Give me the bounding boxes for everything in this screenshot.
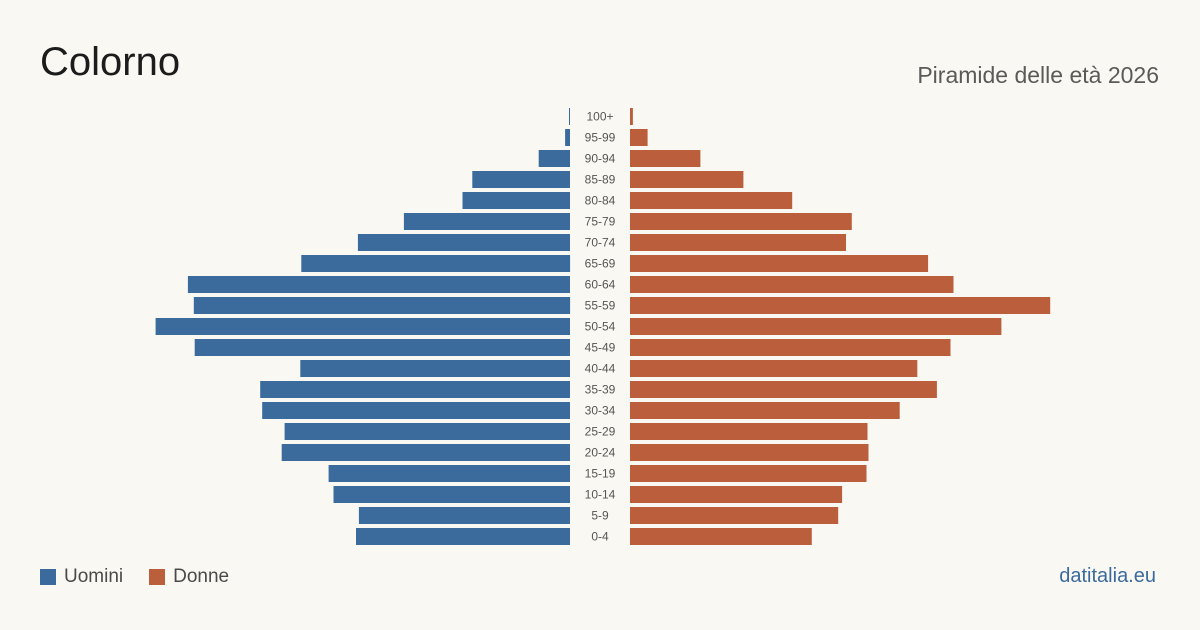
- legend-swatch-men: [40, 569, 56, 585]
- bar-women-75-79: [630, 213, 852, 230]
- age-label-0-4: 0-4: [591, 530, 609, 544]
- bar-women-85-89: [630, 171, 744, 188]
- population-pyramid-chart: 100+ 95-99 90-94 85-89 80-84 75-79 70-74 65-69 6…: [155, 108, 1051, 545]
- page-title: Colorno: [40, 40, 181, 84]
- age-label-35-39: 35-39: [585, 383, 616, 397]
- bar-women-55-59: [630, 297, 1051, 314]
- legend-swatch-women: [149, 569, 166, 585]
- bar-women-25-29: [630, 423, 868, 440]
- bar-men-95-99: [565, 129, 570, 146]
- bar-women-80-84: [630, 192, 793, 209]
- bar-women-65-69: [630, 255, 929, 272]
- bar-women-90-94: [630, 150, 701, 167]
- bar-women-60-64: [630, 276, 954, 293]
- chart-subtitle: Piramide delle età 2026: [917, 62, 1159, 88]
- age-label-70-74: 70-74: [585, 236, 616, 250]
- bar-men-10-14: [333, 486, 570, 503]
- age-label-95-99: 95-99: [585, 131, 616, 145]
- bar-men-65-69: [301, 255, 571, 272]
- age-label-50-54: 50-54: [585, 320, 616, 334]
- age-label-75-79: 75-79: [585, 215, 616, 229]
- bar-women-0-4: [630, 528, 812, 545]
- bar-men-50-54: [155, 318, 570, 335]
- age-label-40-44: 40-44: [585, 362, 616, 376]
- bar-women-5-9: [630, 507, 839, 524]
- bar-men-75-79: [403, 213, 570, 230]
- bar-men-5-9: [358, 507, 570, 524]
- age-label-30-34: 30-34: [585, 404, 616, 418]
- bar-women-100+: [630, 108, 633, 125]
- bar-women-20-24: [630, 444, 869, 461]
- bar-women-35-39: [630, 381, 937, 398]
- bar-men-100+: [569, 108, 570, 125]
- bar-men-0-4: [356, 528, 570, 545]
- legend-label-women: Donne: [173, 566, 230, 587]
- bar-men-30-34: [262, 402, 570, 419]
- bar-men-80-84: [462, 192, 570, 209]
- age-label-25-29: 25-29: [585, 425, 616, 439]
- bar-men-35-39: [260, 381, 570, 398]
- bar-men-60-64: [187, 276, 570, 293]
- age-label-55-59: 55-59: [585, 299, 616, 313]
- age-label-100+: 100+: [586, 110, 613, 124]
- source-link[interactable]: datitalia.eu: [1059, 565, 1156, 587]
- bar-women-10-14: [630, 486, 843, 503]
- bar-women-15-19: [630, 465, 867, 482]
- bar-women-40-44: [630, 360, 918, 377]
- bar-women-30-34: [630, 402, 900, 419]
- legend-item-men: Uomini: [40, 566, 123, 588]
- bar-men-25-29: [284, 423, 570, 440]
- bar-men-20-24: [281, 444, 570, 461]
- bar-men-45-49: [194, 339, 570, 356]
- age-label-45-49: 45-49: [585, 341, 616, 355]
- age-label-60-64: 60-64: [585, 278, 616, 292]
- age-label-65-69: 65-69: [585, 257, 616, 271]
- bar-men-15-19: [328, 465, 570, 482]
- bar-men-70-74: [357, 234, 570, 251]
- bar-men-90-94: [538, 150, 570, 167]
- age-label-80-84: 80-84: [585, 194, 616, 208]
- age-label-85-89: 85-89: [585, 173, 616, 187]
- legend: Uomini Donne: [40, 566, 255, 588]
- bar-women-95-99: [630, 129, 648, 146]
- legend-label-men: Uomini: [64, 566, 124, 587]
- age-label-15-19: 15-19: [585, 467, 616, 481]
- legend-item-women: Donne: [149, 566, 229, 588]
- age-label-10-14: 10-14: [585, 488, 616, 502]
- bar-men-85-89: [472, 171, 570, 188]
- bar-women-70-74: [630, 234, 846, 251]
- bar-men-40-44: [300, 360, 570, 377]
- age-label-20-24: 20-24: [585, 446, 616, 460]
- age-label-5-9: 5-9: [591, 509, 609, 523]
- bar-men-55-59: [193, 297, 571, 314]
- bar-women-45-49: [630, 339, 951, 356]
- age-label-90-94: 90-94: [585, 152, 616, 166]
- bar-women-50-54: [630, 318, 1002, 335]
